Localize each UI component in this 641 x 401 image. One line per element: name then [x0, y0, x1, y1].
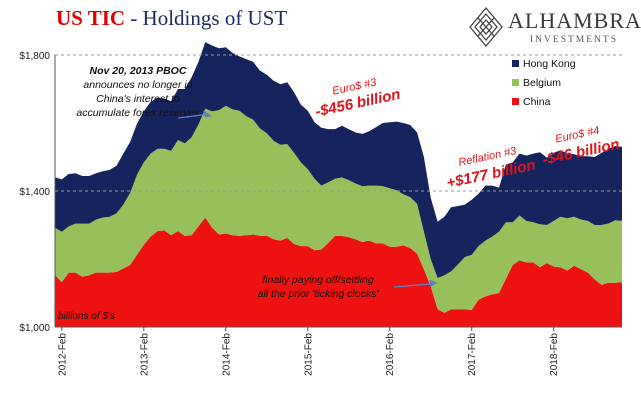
annotation-line: Nov 20, 2013 PBOC [90, 65, 187, 77]
title-main: US TIC [56, 6, 126, 30]
x-tick-label: 2015-Feb [303, 333, 314, 376]
arrow-head-icon [429, 279, 438, 287]
x-tick-label: 2014-Feb [221, 333, 232, 376]
y-tick-label: $1,400 [19, 187, 50, 198]
title-rest: - Holdings of UST [125, 6, 288, 30]
annotation-line: China's interest to [96, 93, 180, 105]
x-tick-label: 2012-Feb [57, 333, 68, 376]
legend-swatch-belgium [512, 79, 519, 86]
y-tick-label: $1,800 [19, 51, 50, 62]
annotation-line: accumulate forex reserves [76, 107, 200, 119]
legend-label: Belgium [523, 77, 561, 89]
annotation-euro3: Euro$ #3-$456 billion [314, 76, 402, 120]
arrow-head-icon [203, 110, 213, 118]
y-tick-label: $1,000 [19, 323, 50, 334]
legend-label: China [523, 96, 551, 108]
x-tick-label: 2018-Feb [549, 333, 560, 376]
area-china [55, 217, 622, 327]
logo-name: ALHAMBRA [508, 8, 641, 33]
annotation-line: finally paying off/settling [262, 274, 374, 286]
annotation-line: announces no longer in [83, 79, 192, 91]
diamond-lattice-icon [469, 6, 503, 48]
legend-swatch-hong-kong [512, 60, 519, 67]
annotation-line: all the prior 'ticking clocks' [258, 288, 380, 300]
unit-note: billions of $'s [58, 311, 115, 322]
legend-label: Hong Kong [523, 58, 576, 70]
x-tick-label: 2016-Feb [385, 333, 396, 376]
annotation-arrow [393, 283, 433, 288]
chart-title: US TIC - Holdings of UST [56, 6, 287, 31]
annotation-arrow [177, 113, 209, 119]
annotation-ticking: finally paying off/settling all the prior… [258, 274, 380, 300]
logo-tagline: INVESTMENTS [530, 35, 618, 45]
x-tick-label: 2013-Feb [139, 333, 150, 376]
area-hong-kong [55, 42, 622, 278]
legend-swatch-china [512, 98, 519, 105]
annotation-pboc: Nov 20, 2013 PBOC announces no longer in C… [76, 65, 200, 119]
x-tick-label: 2017-Feb [467, 333, 478, 376]
area-belgium [55, 105, 622, 313]
alhambra-logo: ALHAMBRA INVESTMENTS [468, 6, 641, 50]
